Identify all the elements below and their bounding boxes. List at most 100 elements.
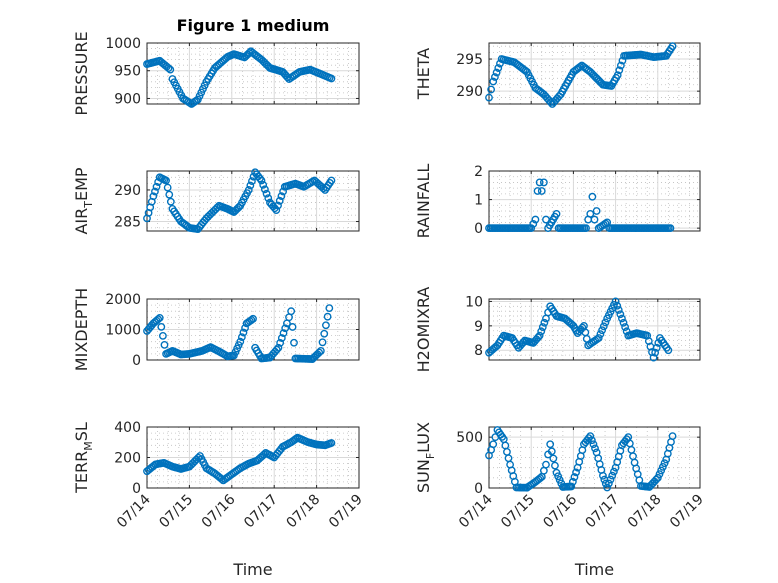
axes-box xyxy=(146,42,360,105)
data-point xyxy=(262,189,271,198)
data-point xyxy=(239,328,248,337)
data-point xyxy=(668,432,677,441)
data-point xyxy=(485,93,493,102)
data-point xyxy=(621,323,629,331)
data-point xyxy=(149,192,158,201)
data-point xyxy=(327,176,336,185)
y-tick-label: 950 xyxy=(114,64,141,80)
data-point xyxy=(327,439,336,447)
data-point xyxy=(613,301,622,310)
data-point xyxy=(162,176,170,185)
data-point xyxy=(257,176,266,185)
y-tick-label: 2000 xyxy=(105,292,141,308)
data-point xyxy=(504,454,513,463)
data-point xyxy=(542,460,550,469)
data-point xyxy=(610,467,618,476)
panel-theta: 290 295 THETA xyxy=(414,42,701,108)
axes-box xyxy=(488,42,701,105)
y-axis-label: TERRMSL xyxy=(72,422,95,494)
data-point xyxy=(582,224,590,233)
data-point xyxy=(164,64,173,73)
panel-rainfall: 0 1 2 RAINFALL xyxy=(414,164,701,239)
data-point xyxy=(649,353,658,362)
data-point xyxy=(586,209,595,218)
data-point xyxy=(608,471,617,480)
data-point xyxy=(539,178,548,187)
data-point xyxy=(275,196,284,205)
y-axis-label: RAINFALL xyxy=(414,164,433,239)
y-tick-label: 10 xyxy=(465,294,483,310)
data-point xyxy=(160,340,169,349)
data-point xyxy=(274,201,282,210)
y-tick-label: 290 xyxy=(114,183,141,199)
data-point xyxy=(535,331,544,340)
data-point xyxy=(546,440,555,449)
axes-box xyxy=(146,170,360,232)
data-point xyxy=(586,432,595,441)
y-tick-label: 1000 xyxy=(105,323,141,339)
data-point xyxy=(279,187,287,196)
data-point xyxy=(535,178,544,187)
data-point xyxy=(152,182,161,191)
x-axis-label: Time xyxy=(574,560,614,579)
data-point xyxy=(619,318,628,327)
data-point xyxy=(629,452,637,461)
y-axis-label: AIRTEMP xyxy=(72,167,95,234)
data-point xyxy=(606,475,615,484)
y-axis-label: SUNFLUX xyxy=(414,422,437,493)
axes-box xyxy=(488,298,701,361)
panel-air-temp: 285 290 AIRTEMP xyxy=(72,167,360,235)
data-point xyxy=(260,185,269,194)
data-point xyxy=(264,194,273,203)
data-point xyxy=(590,215,599,224)
y-tick-label: 290 xyxy=(456,84,483,100)
data-point xyxy=(277,334,286,342)
x-tick-label: 07/14 xyxy=(456,491,496,531)
data-point xyxy=(587,436,596,445)
data-point xyxy=(540,318,549,327)
data-point xyxy=(538,323,547,331)
data-point xyxy=(614,306,623,314)
data-point xyxy=(534,333,542,342)
data-point xyxy=(616,310,625,319)
data-point xyxy=(596,330,605,339)
y-tick-label: 500 xyxy=(456,430,483,446)
data-point xyxy=(281,324,290,333)
data-point xyxy=(503,448,511,456)
data-point xyxy=(593,335,601,344)
data-point xyxy=(618,314,626,323)
data-point xyxy=(163,183,172,192)
data-point xyxy=(166,65,175,74)
data-point xyxy=(249,314,257,323)
y-tick-label: 900 xyxy=(114,91,141,107)
data-point xyxy=(652,343,661,352)
x-tick-label: 07/16 xyxy=(540,491,580,531)
x-tick-label: 07/15 xyxy=(156,492,196,532)
data-point xyxy=(487,85,496,94)
data-point xyxy=(533,187,542,195)
x-tick-label: 07/14 xyxy=(114,491,154,531)
data-point xyxy=(318,338,327,347)
data-point xyxy=(325,304,334,313)
data-point xyxy=(316,346,325,355)
data-point xyxy=(247,316,256,324)
x-tick-label: 07/18 xyxy=(284,492,324,532)
data-point xyxy=(660,459,669,468)
y-axis-label: MIXDEPTH xyxy=(72,288,91,371)
data-point xyxy=(552,209,561,218)
y-tick-label: 400 xyxy=(114,420,141,436)
data-point xyxy=(259,180,268,189)
data-point xyxy=(288,323,297,331)
data-point xyxy=(531,215,540,224)
data-point xyxy=(567,482,576,491)
data-point xyxy=(603,483,612,492)
data-point xyxy=(323,312,332,321)
data-point xyxy=(591,444,599,453)
x-tick-label: 07/18 xyxy=(625,492,665,532)
y-tick-label: 8 xyxy=(474,343,483,359)
data-point xyxy=(547,447,556,456)
data-point xyxy=(279,329,288,338)
data-point xyxy=(255,174,264,183)
data-point xyxy=(601,318,610,327)
data-point xyxy=(489,440,498,449)
